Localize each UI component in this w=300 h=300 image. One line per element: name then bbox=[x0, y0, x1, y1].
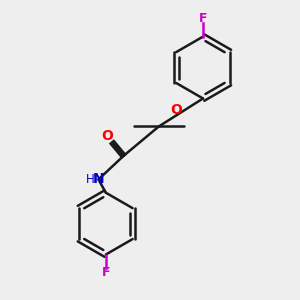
Text: O: O bbox=[101, 129, 113, 143]
Text: F: F bbox=[102, 266, 110, 279]
Text: N: N bbox=[93, 172, 105, 186]
Text: O: O bbox=[170, 103, 182, 117]
Text: F: F bbox=[199, 13, 207, 26]
Text: H: H bbox=[86, 173, 94, 186]
